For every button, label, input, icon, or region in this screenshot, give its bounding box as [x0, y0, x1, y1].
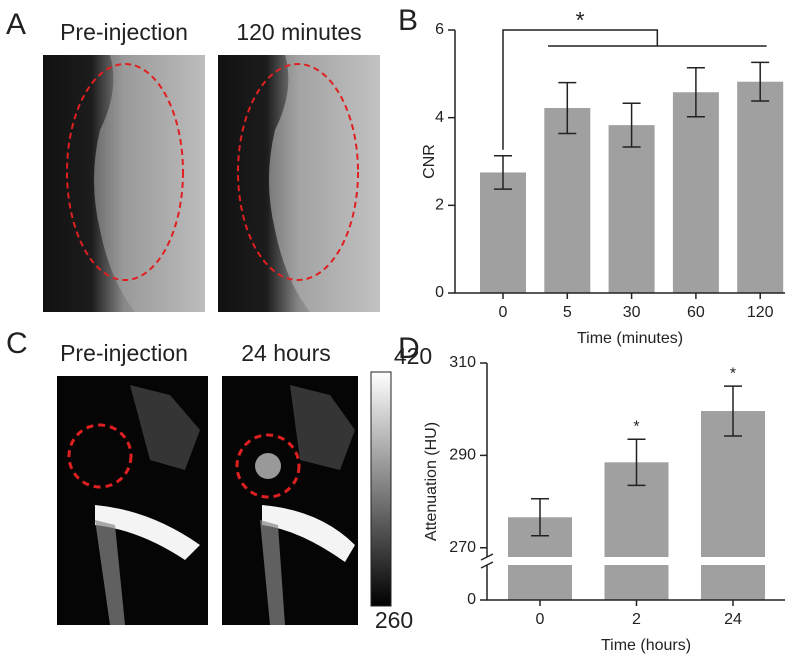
error-bar — [531, 498, 549, 537]
x-tick-label: 24 — [724, 611, 742, 628]
x-axis-label: Time (hours) — [601, 637, 691, 654]
image — [218, 55, 380, 312]
x-axis-label: Time (minutes) — [577, 330, 683, 347]
image — [222, 376, 358, 625]
x-tick-label: 60 — [687, 304, 705, 321]
y-tick-label: 0 — [435, 284, 444, 301]
panel-label: B — [398, 4, 418, 37]
bar — [480, 172, 526, 293]
axes — [454, 30, 785, 294]
x-tick-label: 30 — [623, 304, 641, 321]
y-tick-label: 4 — [435, 109, 444, 126]
y-tick-label: 310 — [449, 354, 476, 371]
image-title: 24 hours — [241, 340, 331, 366]
y-axis-label: CNR — [421, 144, 438, 179]
y-tick-label: 270 — [449, 539, 476, 556]
error-bar — [724, 385, 742, 437]
axis-break — [480, 553, 494, 569]
y-axis-label: Attenuation (HU) — [423, 422, 440, 541]
bar — [544, 108, 591, 293]
panel-label: A — [6, 8, 26, 41]
image — [57, 376, 208, 625]
x-tick-label: 0 — [536, 611, 545, 628]
bar — [737, 81, 784, 294]
y-tick-label: 0 — [467, 591, 476, 608]
axis-break-gap — [488, 557, 786, 565]
y-tick-label: 6 — [435, 21, 444, 38]
bar — [701, 411, 765, 600]
significance-marker: * — [633, 418, 639, 435]
error-bar — [751, 61, 770, 102]
y-axis — [486, 363, 785, 601]
error-bar — [494, 155, 512, 190]
error-bar — [627, 438, 646, 487]
panel-label: C — [6, 327, 28, 360]
colorbar-label: 260 — [375, 607, 413, 633]
panel-label: D — [398, 332, 420, 365]
bar — [672, 92, 719, 293]
colorbar-label: 420 — [394, 343, 432, 369]
significance-marker: * — [730, 365, 736, 382]
error-bar — [622, 102, 641, 148]
x-tick-label: 0 — [499, 304, 508, 321]
error-bar — [686, 66, 705, 118]
x-tick-label: 120 — [747, 304, 774, 321]
image — [43, 55, 205, 312]
y-tick-label: 290 — [449, 447, 476, 464]
bar — [608, 125, 655, 293]
image-title: 120 minutes — [236, 19, 361, 45]
error-bar — [558, 81, 577, 135]
image-title: Pre-injection — [60, 340, 188, 366]
image-title: Pre-injection — [60, 19, 188, 45]
significance-bracket — [502, 29, 767, 150]
y-tick-label: 2 — [435, 197, 444, 214]
colorbar — [370, 371, 392, 607]
significance-marker: * — [576, 7, 585, 33]
x-tick-label: 5 — [563, 304, 572, 321]
x-tick-label: 2 — [632, 611, 641, 628]
